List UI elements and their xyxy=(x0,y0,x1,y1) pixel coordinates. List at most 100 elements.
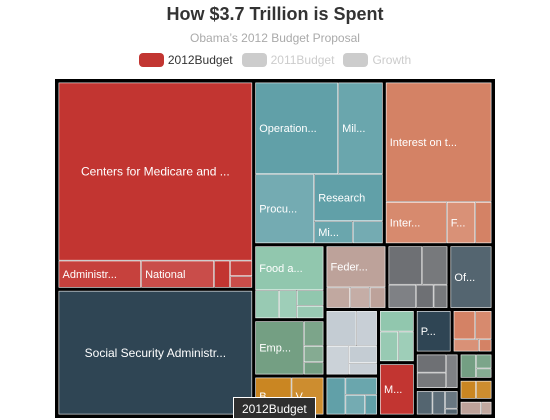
treemap-cell-cell[interactable] xyxy=(445,408,458,415)
treemap-cell-administration[interactable] xyxy=(58,260,141,288)
treemap-cell-military-programs[interactable] xyxy=(380,364,414,415)
treemap-node-centers-for-medicare-and-medicaid-services[interactable]: Centers for Medicare and ... Administr...… xyxy=(57,81,254,290)
treemap-cell-cell[interactable] xyxy=(349,346,377,363)
treemap-cell-cell[interactable] xyxy=(416,372,447,388)
treemap-cell-cell[interactable] xyxy=(460,401,482,415)
treemap-cell-cell[interactable] xyxy=(476,368,492,378)
treemap-node-department-of-the-interior[interactable] xyxy=(459,352,493,380)
treemap-cell-cell[interactable] xyxy=(352,221,383,244)
treemap-cell-research[interactable] xyxy=(314,174,383,222)
treemap-cell-cell[interactable] xyxy=(388,284,417,308)
treemap-node-department-of-health-and-human-services[interactable] xyxy=(324,309,379,377)
treemap-cell-cell[interactable] xyxy=(380,331,399,362)
treemap-cell-cell[interactable] xyxy=(460,354,476,378)
treemap-cell-cell[interactable] xyxy=(453,339,479,352)
treemap-cell-cell[interactable] xyxy=(296,305,324,319)
treemap-cell-cell[interactable] xyxy=(476,354,492,369)
treemap-cell-cell[interactable] xyxy=(326,287,350,308)
treemap-cell-cell[interactable] xyxy=(365,394,377,415)
treemap-cell-interest[interactable] xyxy=(475,201,492,244)
treemap-cell-cell[interactable] xyxy=(349,363,377,375)
treemap-cell-military-construction[interactable] xyxy=(314,221,353,244)
treemap-cell-office-of-personnel-management[interactable] xyxy=(450,246,492,308)
treemap-node-department-of-defense[interactable]: Operation... Mil... Procu... Research Mi... xyxy=(253,81,385,245)
treemap-cell-cell[interactable] xyxy=(345,394,366,415)
treemap-node-other-independent-agencies[interactable] xyxy=(459,379,493,401)
treemap-cell-cell[interactable] xyxy=(326,346,349,375)
treemap-cell-cell[interactable] xyxy=(326,311,357,346)
treemap-cell-cell[interactable] xyxy=(303,362,324,375)
treemap-node-department-of-agriculture[interactable]: Food a... xyxy=(253,244,325,320)
treemap-cell-cell[interactable] xyxy=(433,284,448,308)
treemap-cell-federal-highway-administration[interactable] xyxy=(326,246,386,288)
treemap-label: Interest on t... xyxy=(390,137,457,149)
treemap-cell-cell[interactable] xyxy=(416,391,433,415)
treemap-cell-cell[interactable] xyxy=(296,290,324,306)
treemap-node-public-debt[interactable]: P... xyxy=(415,309,453,353)
treemap-cell-cell[interactable] xyxy=(445,391,458,409)
treemap-cell-cell[interactable] xyxy=(416,354,447,373)
treemap-label: F... xyxy=(451,217,466,229)
treemap-node-office-of-personnel-management[interactable]: Of... xyxy=(448,244,493,310)
treemap-node-department-of-homeland-security[interactable] xyxy=(324,376,379,416)
treemap-node-department-of-the-treasury[interactable]: Interest on t... Inter... F... xyxy=(384,81,493,245)
breadcrumb-2012budget[interactable]: 2012Budget xyxy=(233,397,316,419)
treemap-cell-military-personnel[interactable] xyxy=(338,82,383,174)
treemap-cell-national[interactable] xyxy=(141,260,215,288)
treemap-node-department-of-labor[interactable]: Emp... xyxy=(253,319,325,377)
treemap-node-department-of-commerce[interactable] xyxy=(459,400,493,416)
treemap-node-social-security-administration[interactable]: Social Security Administr... xyxy=(57,289,254,416)
legend-item-growth[interactable]: Growth xyxy=(343,53,411,67)
treemap-cell-internal-revenue-service[interactable] xyxy=(385,201,447,244)
treemap-cell-cell[interactable] xyxy=(481,401,492,415)
treemap-cell-cell[interactable] xyxy=(446,354,458,388)
treemap-cell-cell[interactable] xyxy=(432,391,445,415)
treemap-cell-cell[interactable] xyxy=(303,345,324,363)
treemap-cell-cell[interactable] xyxy=(255,290,279,319)
treemap-label: National xyxy=(145,269,185,281)
treemap-node-military-programs[interactable]: M... xyxy=(378,362,416,416)
treemap-cell-cell[interactable] xyxy=(214,260,230,288)
treemap-cell-cell[interactable] xyxy=(453,311,476,340)
treemap-cell-cell[interactable] xyxy=(476,380,492,399)
legend-item-2012budget[interactable]: 2012Budget xyxy=(138,53,233,67)
treemap-label: Emp... xyxy=(259,343,291,355)
treemap-cell-cell[interactable] xyxy=(230,276,253,288)
treemap-node-department-of-state[interactable] xyxy=(415,389,460,416)
treemap-cell-cell[interactable] xyxy=(478,339,492,352)
treemap-cell-centers-for-medicare-and-medicaid-services[interactable] xyxy=(58,82,253,261)
treemap-cell-financial-management[interactable] xyxy=(446,201,476,244)
treemap-cell-cell[interactable] xyxy=(230,260,253,277)
treemap-cell-cell[interactable] xyxy=(475,311,492,340)
treemap-cell-cell[interactable] xyxy=(380,311,414,332)
legend-swatch xyxy=(241,53,267,67)
treemap-cell-employment-and-training-administration[interactable] xyxy=(255,321,304,375)
treemap-cell-cell[interactable] xyxy=(303,321,324,346)
treemap-node-department-of-housing-and-urban-development[interactable] xyxy=(378,309,416,363)
treemap-cell-interest-on-the-public-debt[interactable] xyxy=(385,82,492,202)
treemap-node-department-of-energy[interactable] xyxy=(415,352,460,390)
treemap-cell-cell[interactable] xyxy=(398,331,414,362)
treemap-cell-cell[interactable] xyxy=(356,311,377,346)
treemap-cell-cell[interactable] xyxy=(422,246,448,285)
treemap-cell-cell[interactable] xyxy=(350,287,370,308)
treemap-node-department-of-education[interactable] xyxy=(386,244,449,310)
treemap-cell-procurement[interactable] xyxy=(255,174,315,244)
treemap-cell-public-debt[interactable] xyxy=(416,311,451,352)
treemap-label: Of... xyxy=(454,272,475,284)
treemap-label: Research xyxy=(318,192,365,204)
treemap-cell-operation-and-maintenance[interactable] xyxy=(255,82,339,174)
treemap-cell-cell[interactable] xyxy=(345,377,377,395)
treemap-cell-food-and-nutrition-service[interactable] xyxy=(255,246,324,291)
treemap-cell-cell[interactable] xyxy=(416,284,434,308)
legend-item-2011budget[interactable]: 2011Budget xyxy=(241,53,334,67)
treemap-cell-cell[interactable] xyxy=(460,380,476,399)
treemap-cell-cell[interactable] xyxy=(326,377,346,415)
treemap-node-department-of-justice[interactable] xyxy=(452,309,493,353)
treemap-cell-social-security-administration[interactable] xyxy=(58,290,253,415)
treemap-cell-cell[interactable] xyxy=(369,287,386,308)
treemap-node-department-of-transportation[interactable]: Feder... xyxy=(324,244,387,310)
treemap-cell-cell[interactable] xyxy=(279,290,297,319)
treemap-cell-cell[interactable] xyxy=(388,246,423,285)
